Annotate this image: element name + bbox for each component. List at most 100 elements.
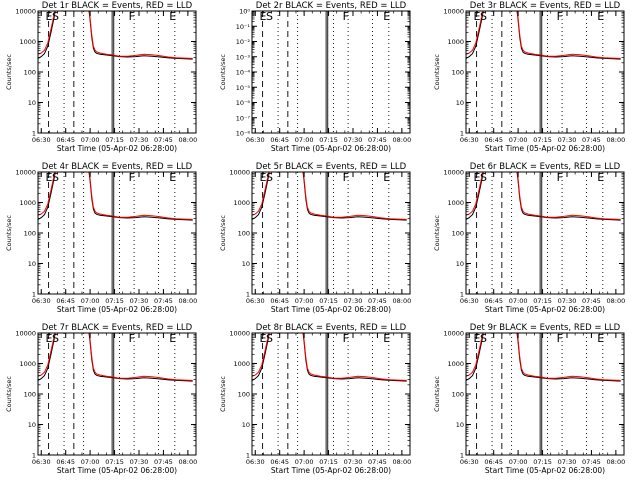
plot-frame: [465, 171, 625, 295]
x-tick-label: 07:30: [558, 297, 577, 305]
x-tick-label: 06:45: [56, 297, 75, 305]
y-tick-label: 100: [452, 69, 464, 77]
panel-title: Det 2r BLACK = Events, RED = LLD: [256, 1, 407, 11]
x-tick-label: 08:00: [392, 297, 411, 305]
x-tick-label: 06:45: [484, 297, 503, 305]
y-tick-label: 10⁻⁷: [236, 114, 251, 122]
panel-title: Det 1r BLACK = Events, RED = LLD: [42, 1, 193, 11]
marker-label: E: [169, 171, 176, 184]
x-tick-label: 07:45: [154, 136, 173, 144]
marker-label: S: [480, 10, 487, 23]
panel-title: Det 7r BLACK = Events, RED = LLD: [42, 323, 193, 333]
x-tick-label: 07:15: [533, 297, 552, 305]
y-tick-label: 1000: [233, 199, 250, 207]
marker-label: F: [557, 10, 563, 23]
marker-label: E: [383, 332, 390, 345]
x-axis-label: Start Time (05-Apr-02 06:28:00): [271, 144, 391, 153]
y-tick-label: 100: [452, 230, 464, 238]
marker-label: F: [129, 171, 135, 184]
x-tick-label: 08:00: [392, 136, 411, 144]
plot-frame: [251, 10, 411, 134]
y-tick-label: 10000: [229, 169, 250, 177]
x-tick-label: 07:00: [295, 458, 314, 466]
x-axis-label: Start Time (05-Apr-02 06:28:00): [271, 466, 391, 475]
y-axis-label: Counts/sec: [219, 215, 227, 251]
x-tick-label: 07:00: [509, 297, 528, 305]
y-tick-label: 1000: [19, 199, 36, 207]
x-tick-label: 06:30: [246, 458, 265, 466]
plot-frame: [251, 332, 411, 456]
marker-label: S: [52, 171, 59, 184]
marker-label: F: [129, 10, 135, 23]
series-lld-line: [38, 333, 193, 381]
x-tick-label: 07:00: [295, 297, 314, 305]
x-tick-label: 07:30: [130, 297, 149, 305]
x-tick-label: 08:00: [178, 297, 197, 305]
x-tick-label: 07:00: [81, 458, 100, 466]
x-tick-label: 08:00: [606, 458, 625, 466]
y-tick-label: 10⁻⁴: [236, 69, 251, 77]
x-tick-label: 06:45: [270, 297, 289, 305]
x-tick-label: 06:30: [32, 297, 51, 305]
y-tick-label: 100: [452, 391, 464, 399]
marker-label: S: [266, 171, 273, 184]
y-tick-label: 10000: [229, 330, 250, 338]
y-tick-label: 10: [28, 99, 36, 107]
y-tick-label: 10: [28, 421, 36, 429]
y-tick-label: 1: [32, 130, 36, 138]
y-tick-label: 1000: [447, 360, 464, 368]
x-tick-label: 07:45: [154, 297, 173, 305]
y-tick-label: 100: [24, 69, 36, 77]
y-axis-label: Counts/sec: [5, 215, 13, 251]
x-tick-label: 07:00: [81, 136, 100, 144]
marker-label: E: [474, 171, 481, 184]
x-axis-label: Start Time (05-Apr-02 06:28:00): [485, 466, 605, 475]
x-tick-label: 06:45: [56, 136, 75, 144]
series-lld-line: [466, 333, 621, 381]
series-lld-line: [466, 11, 621, 59]
plot-frame: [251, 171, 411, 295]
y-tick-label: 100: [238, 391, 250, 399]
y-axis-label: Counts/sec: [433, 54, 441, 90]
x-axis-label: Start Time (05-Apr-02 06:28:00): [485, 305, 605, 314]
marker-label: E: [383, 10, 390, 23]
x-tick-label: 07:15: [533, 458, 552, 466]
y-tick-label: 100: [24, 230, 36, 238]
x-tick-label: 06:30: [460, 458, 479, 466]
plot-frame: [37, 171, 197, 295]
x-axis-label: Start Time (05-Apr-02 06:28:00): [57, 466, 177, 475]
x-axis-label: Start Time (05-Apr-02 06:28:00): [271, 305, 391, 314]
x-tick-label: 07:00: [295, 136, 314, 144]
x-tick-label: 06:30: [460, 136, 479, 144]
y-tick-label: 1: [32, 291, 36, 299]
x-tick-label: 08:00: [606, 297, 625, 305]
marker-label: E: [169, 10, 176, 23]
y-tick-label: 100: [238, 230, 250, 238]
y-axis-label: Counts/sec: [219, 376, 227, 412]
y-tick-label: 10000: [443, 8, 464, 16]
x-tick-label: 06:45: [484, 136, 503, 144]
plot-frame: [37, 332, 197, 456]
y-tick-label: 1: [460, 130, 464, 138]
x-tick-label: 07:45: [582, 297, 601, 305]
series-lld-line: [38, 172, 193, 220]
x-tick-label: 06:45: [270, 136, 289, 144]
marker-label: E: [474, 10, 481, 23]
y-axis-label: Counts/sec: [5, 54, 13, 90]
x-tick-label: 07:45: [582, 136, 601, 144]
series-lld-line: [252, 333, 407, 381]
y-tick-label: 10: [456, 99, 464, 107]
panel-title: Det 4r BLACK = Events, RED = LLD: [42, 162, 193, 172]
marker-label: E: [46, 332, 53, 345]
y-tick-label: 10⁻⁸: [236, 130, 251, 138]
y-tick-label: 10000: [443, 169, 464, 177]
y-tick-label: 1: [460, 291, 464, 299]
y-tick-label: 10000: [15, 8, 36, 16]
marker-label: E: [383, 171, 390, 184]
y-tick-label: 10⁻¹: [236, 23, 251, 31]
marker-label: E: [46, 171, 53, 184]
